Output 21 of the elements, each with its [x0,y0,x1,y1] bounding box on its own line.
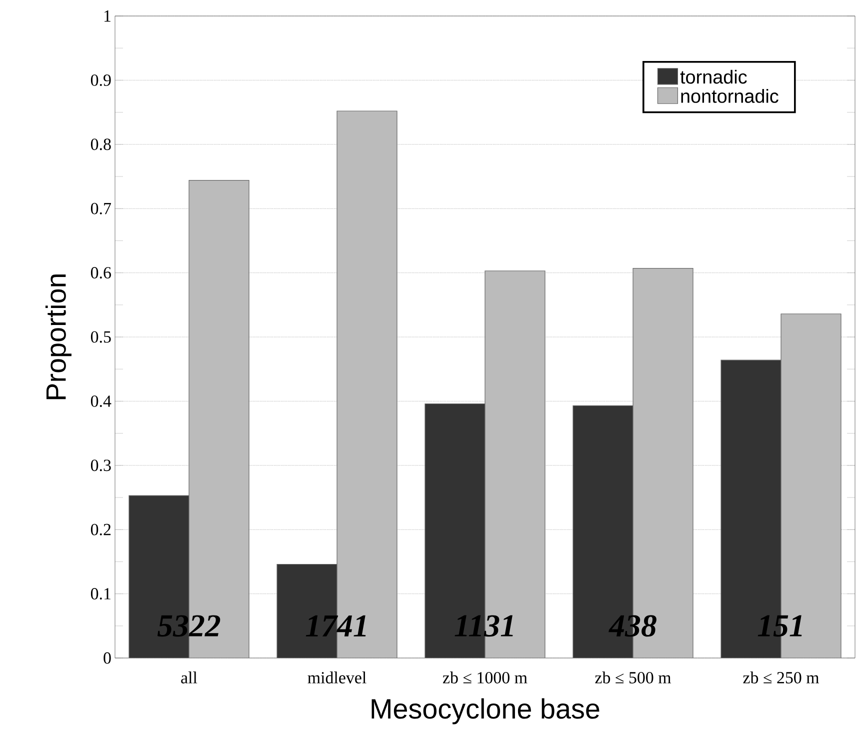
x-tick-label: zb ≤ 500 m [595,672,672,684]
legend-label: nontornadic [681,89,778,103]
x-tick-label: zb ≤ 250 m [743,672,820,684]
annotation: 5322 [157,615,220,637]
y-tick-label: 0.5 [90,331,111,343]
y-tick-label: 0.8 [90,138,111,150]
y-tick-label: 0.1 [90,588,110,600]
y-tick-label: 1 [104,10,110,22]
x-tick-label: all [181,672,198,684]
legend-label: tornadic [680,70,747,84]
x-tick-label: zb ≤ 1000 m [442,672,528,684]
y-tick-label: 0.6 [90,267,111,279]
y-tick-label: 0 [104,652,111,664]
x-tick-label: midlevel [308,672,366,684]
y-tick-label: 0.4 [90,395,112,407]
y-tick-label: 0.7 [90,202,111,214]
x-axis-title: Mesocyclone base [372,698,600,724]
y-axis-title: Proportion [45,274,72,400]
y-tick-label: 0.3 [90,460,111,472]
y-tick-label: 0.9 [90,74,111,86]
y-tick-label: 0.2 [90,524,111,536]
